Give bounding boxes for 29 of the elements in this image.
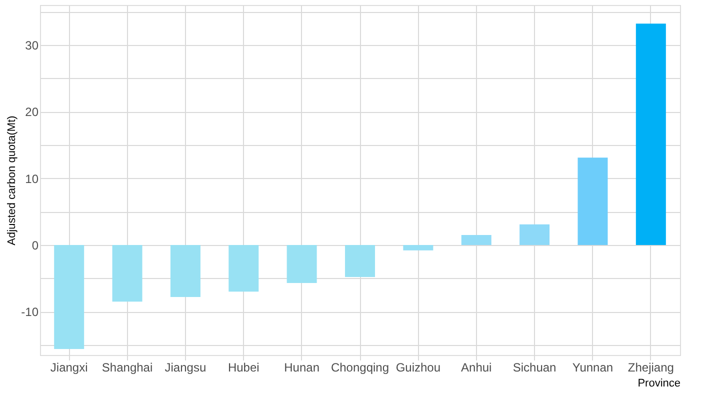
x-axis-title: Province — [638, 378, 680, 390]
y-tick-label: 0 — [32, 238, 39, 252]
x-tick-label: Zhejiang — [628, 360, 674, 374]
bar — [578, 158, 608, 245]
bar — [403, 245, 434, 250]
y-tick-label: -10 — [21, 305, 39, 320]
x-tick-label: Anhui — [461, 360, 492, 374]
bar — [286, 245, 317, 283]
x-tick-label: Jiangxi — [50, 360, 88, 374]
x-tick-label: Shanghai — [102, 360, 153, 374]
y-tick-label: 30 — [25, 38, 39, 52]
y-tick-label: 10 — [25, 172, 39, 186]
x-tick-label: Yunnan — [572, 360, 614, 374]
x-tick-label: Hunan — [284, 360, 320, 374]
bar — [54, 245, 84, 349]
x-tick-label: Hubei — [228, 360, 260, 374]
bar — [636, 24, 666, 245]
bar — [112, 245, 142, 302]
x-tick-label: Chongqing — [330, 360, 390, 374]
x-tick-label: Guizhou — [396, 360, 441, 374]
bar — [345, 245, 375, 277]
bar — [170, 245, 200, 297]
y-axis-title: Adjusted carbon quota(Mt) — [6, 116, 18, 246]
bar — [228, 245, 259, 292]
x-tick-label: Sichuan — [512, 360, 556, 374]
x-tick-label: Jiangsu — [164, 360, 206, 374]
bar — [520, 224, 550, 245]
bar — [461, 235, 492, 245]
y-tick-label: 20 — [25, 105, 39, 120]
